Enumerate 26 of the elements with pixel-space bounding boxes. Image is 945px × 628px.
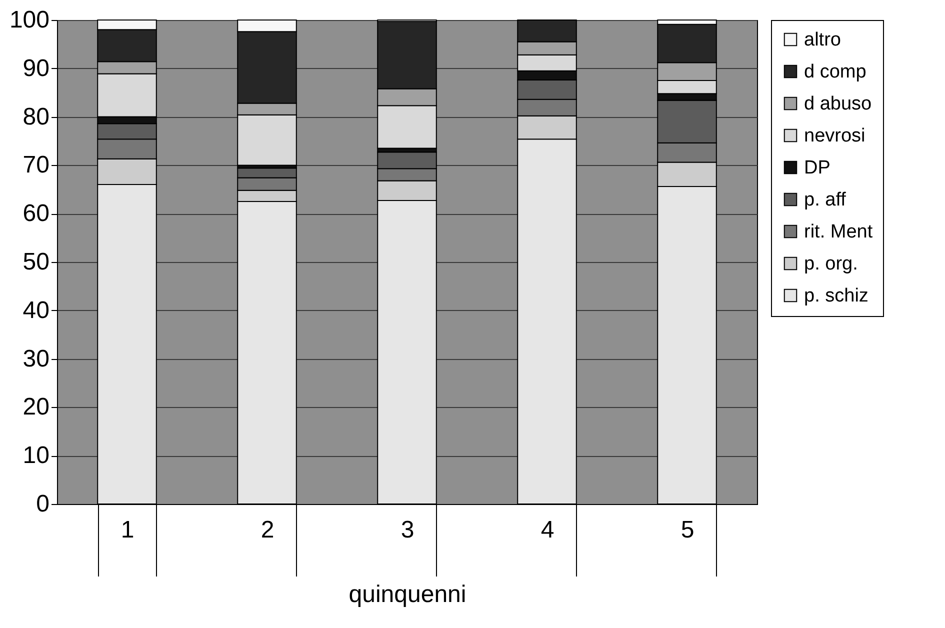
legend-label: p. org.: [804, 254, 858, 274]
y-tick-label: 100: [9, 6, 50, 34]
legend-label: altro: [804, 30, 841, 50]
x-tick-label: 5: [680, 516, 694, 544]
x-tick-label: 2: [260, 516, 274, 544]
legend-label: DP: [804, 158, 830, 178]
x-axis-title: quinquenni: [348, 581, 466, 608]
legend-label: rit. Ment: [804, 222, 874, 242]
x-tick-label: 4: [540, 516, 554, 544]
legend-label: p. aff: [804, 190, 847, 210]
y-tick-label: 10: [22, 442, 50, 470]
y-tick-label: 70: [22, 152, 50, 179]
legend-label: p. schiz: [804, 286, 868, 306]
x-tick-label: 1: [120, 516, 134, 544]
y-tick-label: 40: [22, 296, 50, 324]
y-tick-label: 60: [22, 200, 50, 228]
y-tick-label: 50: [22, 248, 50, 276]
y-tick-label: 0: [36, 490, 50, 518]
y-tick-label: 90: [22, 54, 50, 82]
legend-label: d comp: [804, 62, 866, 82]
y-tick-label: 20: [22, 394, 50, 421]
x-tick-label: 3: [400, 516, 414, 544]
y-tick-label: 80: [22, 103, 50, 130]
y-tick-label: 30: [22, 345, 50, 372]
legend-label: nevrosi: [804, 126, 866, 146]
legend-label: d abuso: [804, 94, 872, 114]
